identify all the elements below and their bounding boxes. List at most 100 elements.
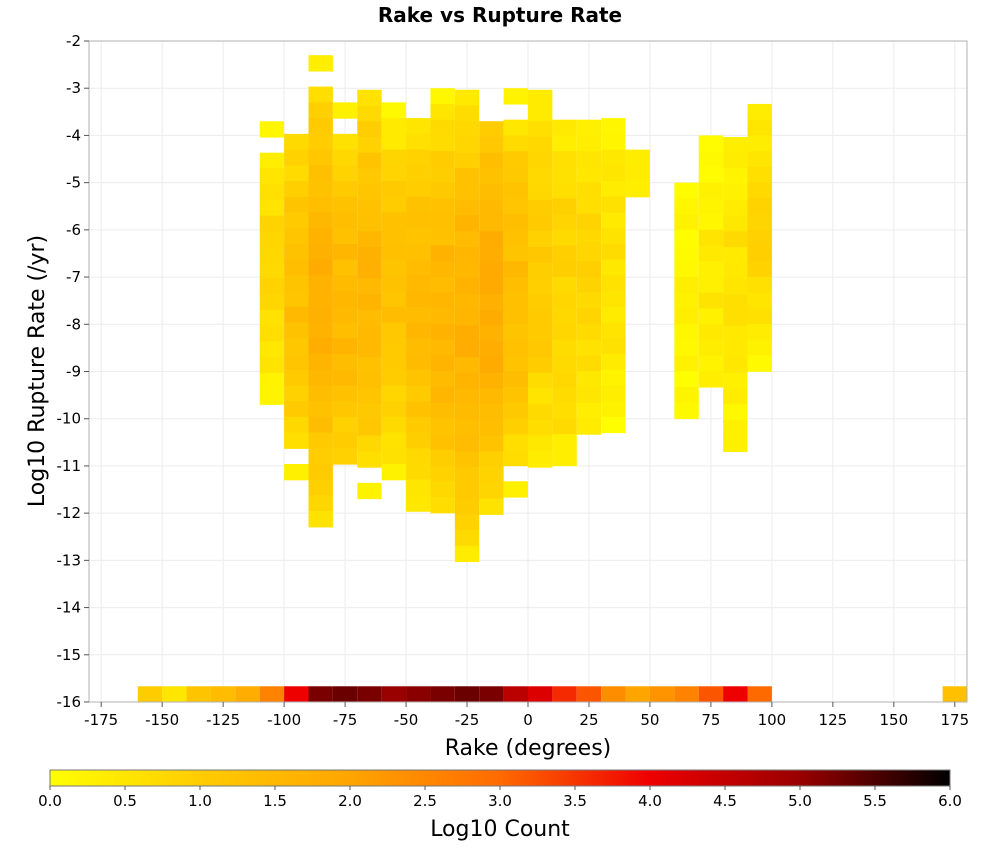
heatmap-cell [259,152,285,170]
heatmap-cell [430,371,455,388]
heatmap-cell [479,388,504,405]
heatmap-cell [406,149,431,166]
heatmap-cell [479,168,504,185]
heatmap-cell [601,165,626,182]
heatmap-cell [503,245,528,262]
heatmap-cell [479,294,504,311]
heatmap-cell [357,404,382,421]
heatmap-cell [601,369,626,386]
heatmap-cell [576,135,602,152]
colorbar-tick-label: 3.0 [488,792,512,810]
heatmap-cell [479,136,504,154]
heatmap-cell [284,291,309,308]
heatmap-cell [406,495,431,512]
heatmap-cell [479,184,504,201]
heatmap-cell [381,133,407,151]
heatmap-cell [406,369,431,386]
heatmap-cell [381,338,407,355]
heatmap-cell [430,355,455,372]
heatmap-cell [528,419,553,437]
heatmap-cell [357,89,382,107]
heatmap-cell [308,55,333,72]
heatmap-cell [284,353,309,371]
y-axis-ticks: -2 -3 -4 -5 -6 -7 -8 -9 -10 -11 -12 -13 -14 -15 -16 [57,32,89,711]
heatmap-cell [674,292,699,310]
heatmap-cell [674,324,699,341]
heatmap-cell [381,322,407,339]
heatmap-cell [284,165,309,182]
heatmap-cell [454,168,480,185]
y-tick-label: -14 [57,599,82,617]
heatmap-cell [723,404,748,421]
heatmap-cell [747,292,772,309]
heatmap-cell [332,102,358,119]
heatmap-cell [308,290,333,308]
heatmap-cell [747,213,772,231]
heatmap-cell [430,402,455,419]
heatmap-cell [576,119,602,136]
heatmap-cell [576,229,602,247]
heatmap-cell [503,386,528,404]
heatmap-cell [601,149,626,166]
heatmap-cell [381,432,407,449]
colorbar-tick-label: 0.0 [38,792,62,810]
heatmap-cell [430,88,455,105]
heatmap-cell [406,196,431,214]
heatmap-cell [674,387,699,404]
heatmap-cell [332,401,358,418]
heatmap-cell [308,196,333,213]
heatmap-cell [381,180,407,198]
heatmap-cell [332,369,358,386]
heatmap-cell [284,463,309,481]
heatmap-cell [259,278,285,295]
y-tick-label: -5 [66,174,81,192]
heatmap-cell [259,215,285,232]
heatmap-cell-bottom [723,686,748,702]
x-tick-label: -125 [206,711,240,729]
heatmap-cell [528,89,553,107]
heatmap-cell [381,385,407,402]
heatmap-cell [503,198,528,215]
heatmap-cell [332,322,358,339]
heatmap-cell [454,467,480,484]
heatmap-cell [601,353,626,371]
heatmap-cell [552,371,577,388]
heatmap-cell [601,275,626,292]
heatmap-cell-bottom [528,686,553,702]
heatmap-cell [332,275,358,292]
heatmap-cell [576,198,602,215]
heatmap-cell [357,435,382,452]
heatmap-cell [698,339,724,357]
heatmap-cell [601,228,626,245]
heatmap-cell [357,372,382,390]
heatmap-cell [723,136,748,154]
heatmap-cell [723,388,748,405]
heatmap-cell [406,432,431,449]
heatmap-cell [503,88,528,105]
y-tick-label: -12 [57,504,82,522]
heatmap-cell [454,545,480,563]
heatmap-cell [430,308,455,325]
heatmap-cell [723,247,748,264]
heatmap-cell [454,357,480,374]
heatmap-cell [601,243,626,261]
heatmap-cell [576,371,602,388]
heatmap-cell [674,308,699,325]
heatmap-cell [552,434,577,451]
heatmap-cell [357,419,382,437]
heatmap-cell-bottom [942,686,967,702]
heatmap-cell [357,278,382,295]
heatmap-cell [479,372,504,390]
heatmap-cell [430,324,455,341]
heatmap-cell-bottom [503,686,528,702]
heatmap-cell [454,121,480,138]
heatmap-cell [479,341,504,358]
heatmap-cell [576,261,602,278]
heatmap-cell [576,276,602,294]
heatmap-cell [357,136,382,154]
heatmap-cell [308,102,333,119]
y-tick-label: -13 [57,551,82,569]
heatmap-cell [552,261,577,278]
heatmap-cell-bottom [576,686,602,702]
heatmap-cell [503,135,528,152]
